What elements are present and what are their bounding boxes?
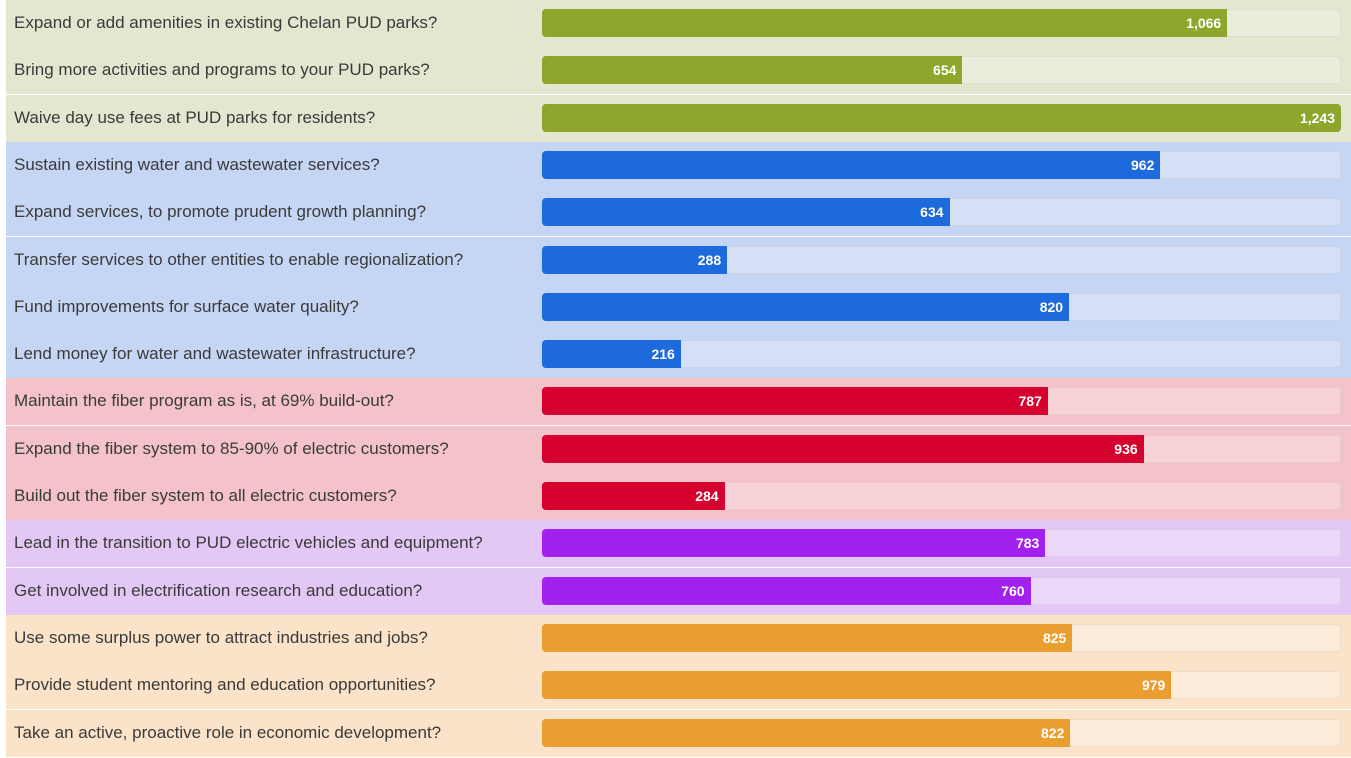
- chart-row: Expand the fiber system to 85-90% of ele…: [6, 425, 1351, 474]
- bar-value-label: 783: [1015, 535, 1040, 552]
- chart-row: Lend money for water and wastewater infr…: [6, 331, 1351, 380]
- chart-row: Provide student mentoring and education …: [6, 662, 1351, 711]
- bar: [542, 150, 1161, 179]
- chart-row: Sustain existing water and wastewater se…: [6, 141, 1351, 190]
- chart-row: Bring more activities and programs to yo…: [6, 47, 1351, 96]
- bar-value-label: 1,243: [1299, 109, 1335, 126]
- chart-row: Get involved in electrification research…: [6, 567, 1351, 616]
- category-label: Maintain the fiber program as is, at 69%…: [14, 391, 394, 411]
- bar: [542, 387, 1048, 416]
- bar-value-label: 760: [1001, 582, 1025, 599]
- bar: [542, 245, 728, 274]
- category-label: Sustain existing water and wastewater se…: [14, 154, 380, 174]
- bar: [542, 576, 1031, 605]
- bar: [542, 718, 1071, 747]
- category-label: Expand services, to promote prudent grow…: [14, 202, 427, 222]
- category-label: Use some surplus power to attract indust…: [14, 627, 428, 647]
- chart-row: Lead in the transition to PUD electric v…: [6, 520, 1351, 569]
- bar-value-label: 654: [933, 62, 957, 79]
- category-label: Expand the fiber system to 85-90% of ele…: [14, 438, 449, 458]
- chart-row: Transfer services to other entities to e…: [6, 236, 1351, 285]
- category-label: Lead in the transition to PUD electric v…: [14, 533, 483, 553]
- category-label: Bring more activities and programs to yo…: [14, 60, 430, 80]
- bar: [542, 623, 1073, 652]
- category-label: Build out the fiber system to all electr…: [14, 486, 397, 505]
- bar-chart: Expand or add amenities in existing Chel…: [6, 0, 1351, 758]
- bar: [542, 198, 950, 227]
- bar: [542, 56, 963, 85]
- category-label: Take an active, proactive role in econom…: [14, 722, 442, 742]
- bar-value-label: 825: [1042, 629, 1067, 646]
- chart-row: Waive day use fees at PUD parks for resi…: [6, 94, 1351, 143]
- chart-row: Fund improvements for surface water qual…: [6, 283, 1351, 332]
- bar-value-label: 822: [1041, 724, 1065, 741]
- bar: [542, 103, 1341, 132]
- chart-row: Maintain the fiber program as is, at 69%…: [6, 378, 1351, 427]
- bar: [542, 529, 1046, 558]
- bar: [542, 9, 1228, 37]
- category-label: Lend money for water and wastewater infr…: [14, 344, 416, 364]
- category-label: Provide student mentoring and education …: [14, 675, 436, 695]
- chart-row: Build out the fiber system to all electr…: [6, 473, 1351, 521]
- bar-value-label: 787: [1018, 393, 1042, 410]
- category-label: Get involved in electrification research…: [14, 580, 423, 600]
- category-label: Waive day use fees at PUD parks for resi…: [14, 107, 376, 127]
- chart-row: Take an active, proactive role in econom…: [6, 709, 1351, 758]
- bar: [542, 340, 681, 369]
- bar-value-label: 962: [1131, 156, 1155, 173]
- bar: [542, 292, 1070, 321]
- bar-value-label: 820: [1039, 298, 1064, 315]
- chart-row: Use some surplus power to attract indust…: [6, 614, 1351, 663]
- bar-value-label: 936: [1114, 440, 1138, 457]
- chart-row: Expand services, to promote prudent grow…: [6, 189, 1351, 238]
- chart-row: Expand or add amenities in existing Chel…: [6, 0, 1351, 48]
- bar-value-label: 288: [697, 251, 722, 268]
- bar: [542, 482, 725, 510]
- bar-value-label: 979: [1141, 677, 1166, 694]
- bar-value-label: 634: [920, 204, 944, 221]
- bar-value-label: 284: [695, 488, 719, 504]
- category-label: Expand or add amenities in existing Chel…: [14, 13, 438, 32]
- bar: [542, 434, 1144, 463]
- category-label: Fund improvements for surface water qual…: [14, 296, 359, 316]
- bar-value-label: 1,066: [1186, 15, 1222, 31]
- bar-value-label: 216: [651, 346, 675, 363]
- bar: [542, 671, 1172, 700]
- category-label: Transfer services to other entities to e…: [14, 249, 464, 269]
